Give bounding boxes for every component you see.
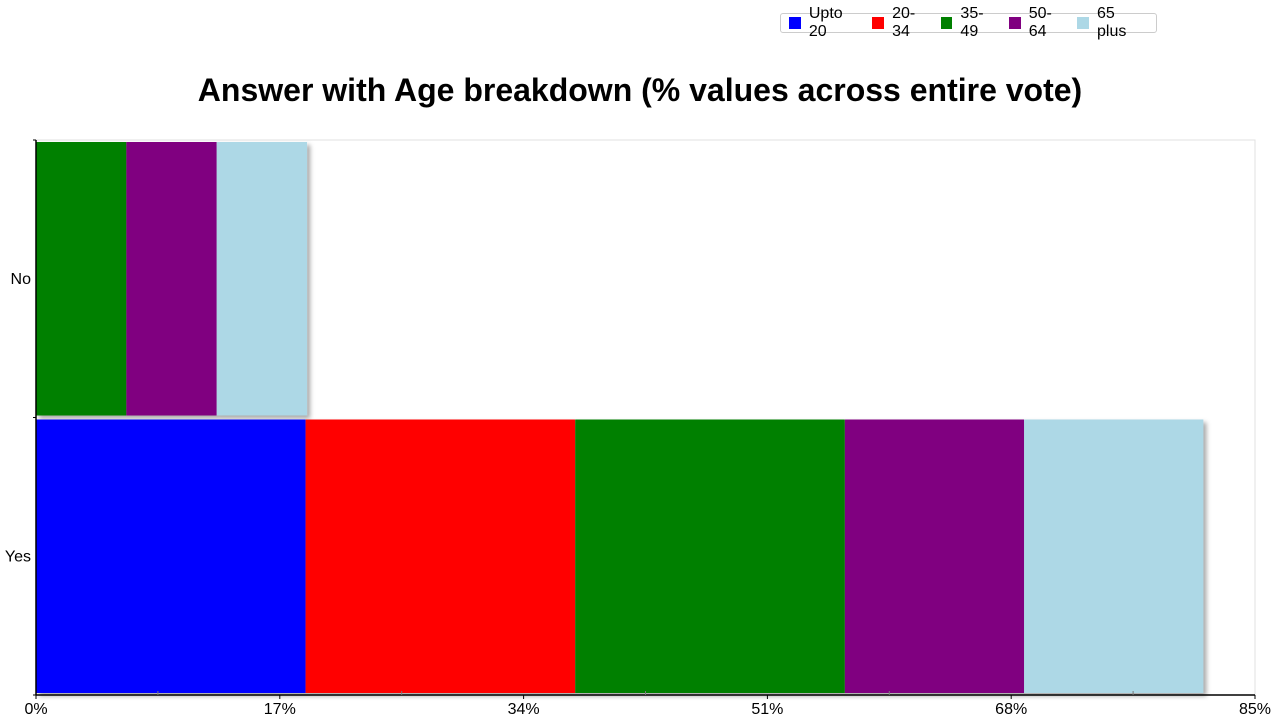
bar-group xyxy=(36,142,1204,693)
bar-segment xyxy=(126,142,217,416)
bar-segment xyxy=(305,419,576,693)
legend-item: 50-64 xyxy=(1008,5,1069,41)
chart-title: Answer with Age breakdown (% values acro… xyxy=(197,72,1083,108)
legend-swatch xyxy=(789,17,801,29)
bar-segment xyxy=(844,419,1025,693)
legend-label: 50-64 xyxy=(1028,5,1052,40)
x-tick-label: 0% xyxy=(24,701,47,718)
bar-segment xyxy=(36,142,127,416)
bar-stack xyxy=(36,142,308,416)
bar-segment xyxy=(575,419,845,693)
x-tick-label: 34% xyxy=(508,701,540,718)
legend-item: Upto 20 xyxy=(789,5,864,41)
bar-segment xyxy=(216,142,308,416)
legend-item: 65 plus xyxy=(1077,5,1148,41)
y-tick-label: Yes xyxy=(5,548,31,565)
legend-label: Upto 20 xyxy=(808,5,843,40)
legend-item: 35-49 xyxy=(940,5,1001,41)
legend-item: 20-34 xyxy=(872,5,932,41)
x-tick-label: 51% xyxy=(751,701,783,718)
x-tick-label: 17% xyxy=(264,701,296,718)
legend-swatch xyxy=(940,17,953,29)
legend-label: 65 plus xyxy=(1097,5,1127,40)
legend-label: 35-49 xyxy=(960,5,984,40)
chart-legend: Upto 20 20-34 35-49 50-64 65 plus xyxy=(780,5,1157,40)
legend-swatch xyxy=(872,17,885,29)
axes: 0% 17% 34% 51% 68% 85% No Yes xyxy=(5,139,1271,718)
bar-segment xyxy=(1024,419,1204,693)
y-tick-label: No xyxy=(11,271,32,288)
legend-label: 20-34 xyxy=(892,5,916,40)
legend-swatch xyxy=(1077,17,1090,29)
bar-stack xyxy=(36,419,1204,693)
x-tick-label: 68% xyxy=(995,701,1027,718)
x-tick-label: 85% xyxy=(1239,701,1271,718)
bar-segment xyxy=(36,419,306,693)
legend-swatch xyxy=(1008,17,1021,29)
